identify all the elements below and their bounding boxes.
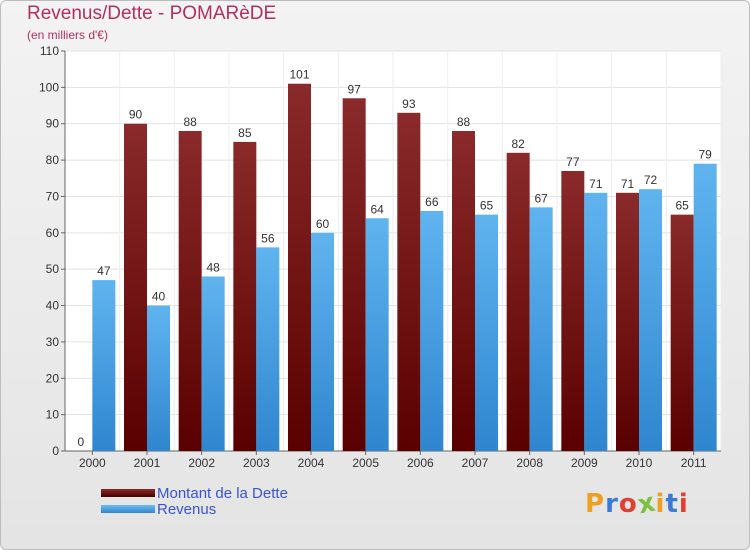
- x-tick-label: 2010: [626, 456, 653, 470]
- data-label-revenue: 64: [370, 202, 384, 216]
- proxiti-logo: Proxiti: [585, 487, 689, 521]
- data-label-revenue: 71: [589, 177, 603, 191]
- bar-revenue: [201, 276, 225, 451]
- data-label-revenue: 48: [206, 260, 220, 274]
- y-tick-label: 70: [46, 189, 60, 203]
- y-tick-label: 100: [39, 80, 59, 94]
- bar-revenue: [365, 218, 389, 451]
- x-tick-label: 2008: [516, 456, 543, 470]
- data-label-debt: 71: [621, 177, 635, 191]
- bar-debt: [506, 152, 530, 451]
- bar-revenue: [256, 247, 280, 451]
- y-tick-label: 30: [46, 335, 60, 349]
- data-label-revenue: 65: [480, 199, 494, 213]
- chart-title: Revenus/Dette - POMARèDE: [27, 3, 277, 24]
- x-tick-label: 2001: [134, 456, 161, 470]
- y-tick-label: 0: [52, 444, 59, 458]
- y-tick-label: 80: [46, 153, 60, 167]
- data-label-revenue: 60: [316, 217, 330, 231]
- y-tick-label: 20: [46, 371, 60, 385]
- bar-debt: [342, 98, 366, 451]
- legend-swatch-debt: [101, 489, 155, 497]
- data-label-debt: 77: [566, 155, 580, 169]
- data-label-revenue: 56: [261, 231, 275, 245]
- data-label-debt: 82: [511, 137, 525, 151]
- bar-debt: [397, 112, 421, 452]
- bar-revenue: [584, 192, 608, 451]
- data-label-revenue: 40: [152, 290, 166, 304]
- bar-debt: [616, 192, 639, 451]
- bar-debt: [670, 214, 694, 451]
- x-tick-label: 2000: [79, 456, 106, 470]
- y-tick-label: 60: [46, 226, 60, 240]
- data-label-revenue: 79: [698, 148, 712, 162]
- data-label-debt: 65: [675, 199, 689, 213]
- data-label-revenue: 66: [425, 195, 439, 209]
- bar-revenue: [475, 214, 498, 451]
- bar-revenue: [420, 211, 444, 451]
- bar-debt: [561, 171, 585, 451]
- bar-debt: [233, 141, 257, 451]
- chart-subtitle: (en milliers d'€): [27, 28, 108, 42]
- data-label-debt: 88: [457, 115, 471, 129]
- data-label-revenue: 47: [97, 264, 111, 278]
- x-tick-label: 2003: [243, 456, 270, 470]
- data-label-debt: 97: [347, 82, 361, 96]
- bar-revenue: [529, 207, 553, 451]
- bar-debt: [124, 123, 147, 452]
- x-tick-label: 2011: [681, 456, 707, 470]
- legend-label-revenue: Revenus: [157, 501, 217, 518]
- bar-debt: [288, 83, 311, 452]
- data-label-revenue: 67: [534, 191, 548, 205]
- data-label-debt: 93: [402, 97, 416, 111]
- bar-revenue: [693, 163, 717, 451]
- legend-label-debt: Montant de la Dette: [157, 485, 288, 502]
- y-tick-label: 110: [40, 44, 59, 58]
- y-tick-label: 10: [46, 408, 60, 422]
- bar-debt: [452, 131, 475, 451]
- x-tick-label: 2005: [352, 456, 379, 470]
- y-tick-label: 90: [46, 117, 60, 131]
- bar-revenue: [147, 305, 170, 451]
- x-tick-label: 2009: [571, 456, 598, 470]
- legend-swatch-revenue: [101, 505, 155, 513]
- x-tick-label: 2002: [188, 456, 215, 470]
- data-label-debt: 101: [289, 68, 309, 82]
- x-tick-label: 2007: [462, 456, 489, 470]
- x-tick-label: 2006: [407, 456, 434, 470]
- y-tick-label: 50: [46, 262, 60, 276]
- data-label-debt: 0: [77, 435, 84, 449]
- bar-debt: [178, 131, 202, 451]
- bar-revenue: [311, 232, 334, 451]
- bar-revenue: [639, 189, 662, 451]
- y-tick-label: 40: [46, 299, 60, 313]
- bar-revenue: [92, 280, 116, 451]
- x-tick-label: 2004: [298, 456, 325, 470]
- data-label-debt: 85: [238, 126, 252, 140]
- data-label-revenue: 72: [644, 173, 658, 187]
- data-label-debt: 88: [183, 115, 197, 129]
- data-label-debt: 90: [129, 108, 143, 122]
